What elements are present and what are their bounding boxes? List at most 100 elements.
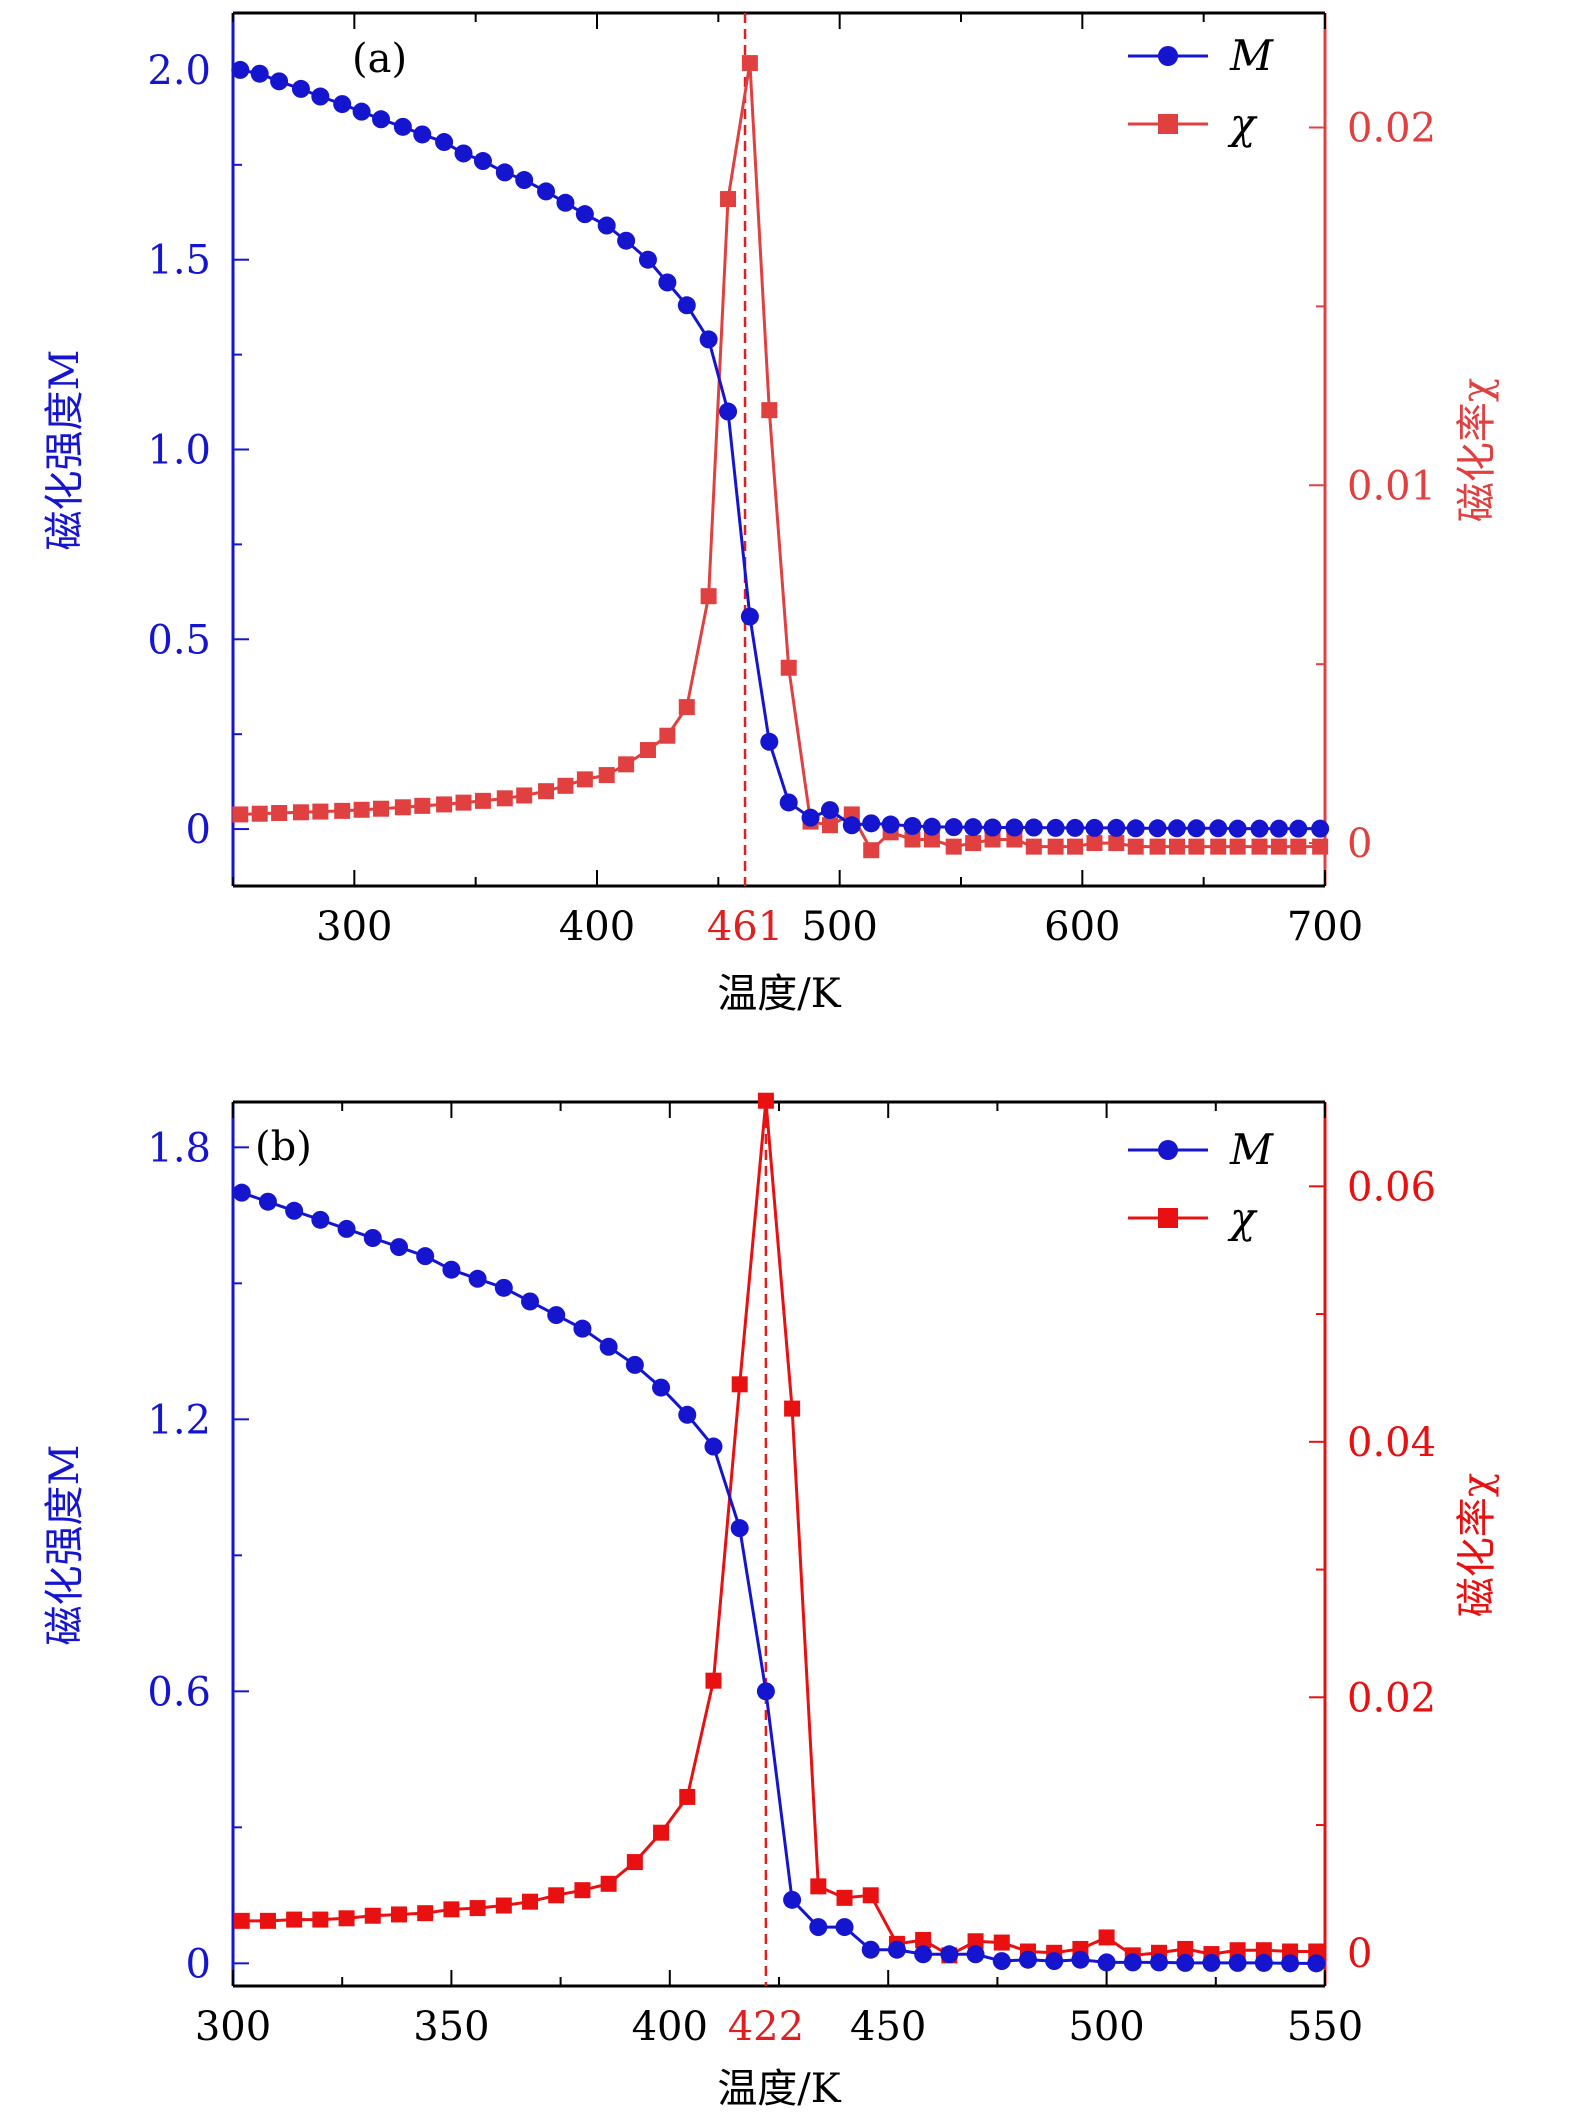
panel-b-series-m <box>232 1183 1326 1973</box>
y-tick-label-left: 1.5 <box>147 238 211 284</box>
chi-point <box>1229 838 1246 855</box>
y-tick-label-right: 0.01 <box>1347 463 1436 509</box>
m-point <box>1202 1953 1221 1972</box>
m-point <box>435 133 454 152</box>
panel-b-label: (b) <box>255 1124 312 1170</box>
chi-point <box>1229 1942 1246 1959</box>
m-point <box>1018 1950 1037 1969</box>
chi-point <box>836 1889 853 1906</box>
chi-point <box>1312 838 1329 855</box>
m-point <box>801 808 820 827</box>
m-point <box>270 72 289 91</box>
chi-point <box>1067 838 1084 855</box>
chi-point <box>312 1911 329 1928</box>
chi-point <box>1210 838 1227 855</box>
chi-point <box>678 699 695 716</box>
m-point <box>413 125 432 144</box>
m-point <box>1097 1953 1116 1972</box>
chi-point <box>720 191 737 208</box>
chi-point <box>495 1897 512 1914</box>
m-point <box>468 1269 487 1288</box>
chi-point <box>1086 835 1103 852</box>
m-point <box>652 1378 671 1397</box>
m-point <box>940 1945 959 1964</box>
chi-point <box>443 1901 460 1918</box>
y-tick-label-right: 0.02 <box>1347 105 1436 151</box>
y-tick-label-left: 1.0 <box>147 428 211 474</box>
chi-point <box>1149 838 1166 855</box>
chi-point <box>233 1912 250 1929</box>
m-point <box>760 732 779 751</box>
y-tick-label-left: 0 <box>186 1941 211 1987</box>
chi-point <box>965 835 982 852</box>
chi-point <box>1290 838 1307 855</box>
m-point <box>740 607 759 626</box>
m-point <box>783 1890 802 1909</box>
m-point <box>992 1952 1011 1971</box>
chi-point <box>548 1887 565 1904</box>
panel-b-legend: M χ <box>1128 1125 1274 1242</box>
panel-a-xticks: 300 400 500 600 700 461 <box>232 13 1363 950</box>
m-point <box>719 402 738 421</box>
m-point <box>1005 818 1024 837</box>
chi-point <box>1025 838 1042 855</box>
panel-a-ylabel-right: 磁化率χ <box>1454 378 1500 522</box>
m-point <box>1311 819 1330 838</box>
x-tick-label: 350 <box>413 2004 489 2050</box>
chi-point <box>1188 838 1205 855</box>
y-tick-label-left: 2.0 <box>147 48 211 94</box>
x-tick-label: 550 <box>1287 2004 1363 2050</box>
chi-point <box>600 1875 617 1892</box>
m-point <box>625 1355 644 1374</box>
panel-b-yticks-right: 0 0.02 0.04 0.06 <box>1309 1164 1436 1977</box>
panel-a-yticks-right: 0 0.01 0.02 <box>1309 105 1436 867</box>
panel-b-xticks: 300 350 400 450 500 550 422 <box>195 1102 1363 2050</box>
chi-point <box>780 659 797 676</box>
m-point <box>881 815 900 834</box>
m-point <box>677 296 696 315</box>
m-point <box>597 216 616 235</box>
m-point <box>1269 819 1288 838</box>
panel-a-legend-m-label: M <box>1229 31 1274 80</box>
x-tick-label: 400 <box>559 904 635 950</box>
panel-a: 300 400 500 600 700 461 0 0.5 1.0 1.5 2.0 0 0.01 0.… <box>42 11 1500 1017</box>
panel-b-xlabel: 温度/K <box>717 2066 841 2112</box>
m-line <box>241 1191 1317 1965</box>
m-point <box>1281 1954 1300 1973</box>
m-point <box>1085 818 1104 837</box>
m-point <box>442 1260 461 1279</box>
chi-point <box>784 1400 801 1417</box>
panel-b-ylabel-left: 磁化强度M <box>42 1445 88 1646</box>
chi-point <box>904 831 921 848</box>
m-point <box>521 1292 540 1311</box>
chi-point <box>538 783 555 800</box>
m-point <box>1209 819 1228 838</box>
y-tick-label-right: 0.02 <box>1347 1675 1436 1721</box>
chi-point <box>259 1912 276 1929</box>
chi-point <box>659 727 676 744</box>
y-tick-label-left: 0 <box>186 807 211 853</box>
m-point <box>835 1918 854 1937</box>
x-tick-label: 500 <box>1068 2004 1144 2050</box>
chi-point <box>516 787 533 804</box>
m-point <box>599 1337 618 1356</box>
m-point <box>903 817 922 836</box>
m-point <box>285 1201 304 1220</box>
x-tick-label: 300 <box>195 2004 271 2050</box>
x-tick-label: 600 <box>1044 904 1120 950</box>
m-point <box>1307 1954 1326 1973</box>
m-point <box>1071 1950 1090 1969</box>
chi-point <box>1251 838 1268 855</box>
m-point <box>333 95 352 114</box>
m-point <box>704 1437 723 1456</box>
y-tick-label-left: 1.8 <box>147 1125 211 1171</box>
m-point <box>861 1940 880 1959</box>
chi-point <box>557 777 574 794</box>
chi-point <box>705 1672 722 1689</box>
m-point <box>352 102 371 121</box>
chi-point <box>862 1887 879 1904</box>
chi-point <box>1270 838 1287 855</box>
chi-point <box>373 800 390 817</box>
m-point <box>1289 819 1308 838</box>
m-point <box>983 818 1002 837</box>
